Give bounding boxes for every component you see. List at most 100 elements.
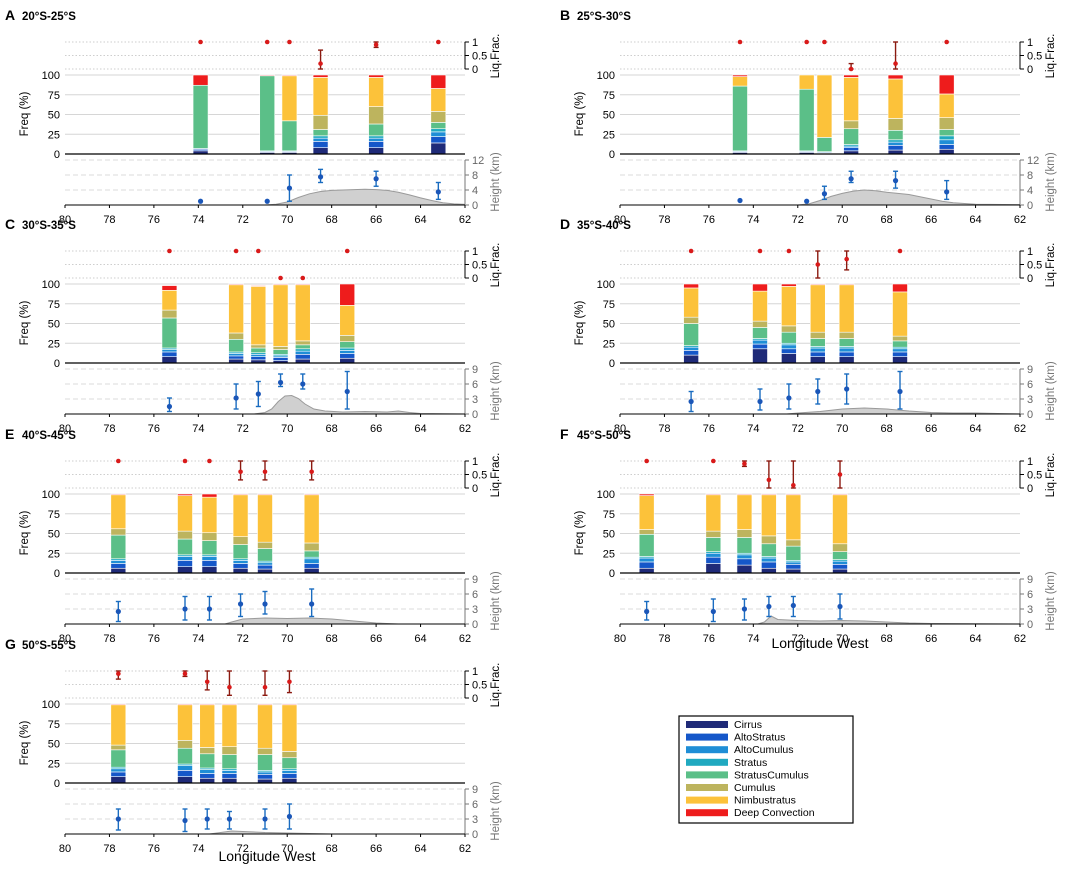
height-point — [226, 816, 233, 822]
height-tick-label: 0 — [472, 409, 478, 421]
liq-point — [182, 671, 188, 676]
liq-point — [116, 458, 121, 464]
bar-segment-altocumulus — [761, 557, 777, 563]
liq-tick-label: 0 — [1027, 483, 1033, 495]
bar-segment-altostratus — [177, 770, 193, 777]
panel-label: A — [5, 7, 15, 23]
bar-segment-deep-convection — [736, 493, 753, 496]
x-tick-label: 64 — [414, 214, 426, 226]
bar-segment-cumulus — [177, 530, 193, 540]
bar-segment-stratuscumulus — [192, 84, 209, 149]
freq-tick-label: 50 — [48, 529, 60, 541]
bar-segment-stratuscumulus — [785, 545, 802, 561]
bar-segment-stratuscumulus — [221, 754, 238, 770]
freq-tick-label: 0 — [609, 568, 615, 580]
freq-tick-label: 100 — [42, 489, 60, 501]
bar-segment-cirrus — [761, 567, 777, 574]
bar-segment-altostratus — [838, 351, 855, 357]
bar-segment-nimbustratus — [809, 284, 826, 333]
x-tick-label: 68 — [881, 423, 893, 435]
bar-segment-altostratus — [781, 348, 797, 354]
bar-segment-deep-convection — [161, 285, 178, 291]
bar-segment-deep-convection — [938, 74, 955, 95]
bar-segment-deep-convection — [303, 493, 320, 496]
bar-segment-altocumulus — [177, 765, 193, 771]
bar-segment-cumulus — [110, 528, 127, 536]
height-tick-label: 6 — [1027, 379, 1033, 391]
bar-segment-altocumulus — [250, 354, 267, 357]
height-tick-label: 9 — [472, 784, 478, 796]
liq-tick-label: 1 — [472, 456, 478, 468]
freq-tick-label: 100 — [42, 699, 60, 711]
x-tick-label: 74 — [747, 633, 759, 645]
freq-tick-label: 75 — [603, 299, 615, 311]
x-tick-label: 78 — [103, 214, 115, 226]
height-point — [844, 386, 850, 392]
terrain-profile — [65, 617, 465, 625]
bar-segment-deep-convection — [257, 493, 273, 496]
liq-point — [264, 39, 270, 45]
bar-segment-altostratus — [339, 353, 356, 359]
freq-tick-label: 50 — [603, 529, 615, 541]
height-tick-label: 9 — [1027, 364, 1033, 376]
bar-segment-deep-convection — [809, 283, 826, 286]
height-point — [309, 601, 315, 607]
x-tick-label: 62 — [459, 843, 471, 855]
freq-tick-label: 0 — [54, 149, 60, 161]
bar-segment-cumulus — [232, 536, 249, 545]
bar-segment-stratuscumulus — [272, 349, 289, 355]
bar-segment-nimbustratus — [177, 495, 193, 532]
bar-segment-altocumulus — [892, 348, 908, 353]
bar-segment-nimbustratus — [312, 77, 329, 116]
freq-tick-label: 100 — [597, 489, 615, 501]
x-tick-label: 78 — [103, 423, 115, 435]
freq-tick-label: 75 — [48, 509, 60, 521]
bar-segment-nimbustratus — [281, 75, 298, 122]
bar-segment-altostratus — [228, 355, 244, 360]
height-point — [262, 601, 268, 607]
bar-segment-cirrus — [368, 147, 384, 155]
liq-point — [944, 39, 949, 45]
freq-tick-label: 75 — [48, 719, 60, 731]
panel-title: 45°S-50°S — [577, 430, 631, 442]
bar-segment-cumulus — [303, 542, 320, 552]
height-point — [317, 174, 324, 180]
bar-segment-deep-convection — [201, 493, 218, 498]
bar-segment-cirrus — [232, 567, 249, 574]
height-point — [182, 606, 188, 612]
legend-swatch-stratuscumulus — [686, 771, 728, 779]
bar-segment-cirrus — [177, 776, 193, 784]
x-tick-label: 68 — [326, 633, 338, 645]
bar-segment-altocumulus — [785, 561, 802, 565]
bar-segment-cumulus — [781, 325, 797, 333]
panel-title: 25°S-30°S — [577, 11, 631, 23]
liq-point — [711, 458, 716, 464]
x-tick-label: 68 — [881, 633, 893, 645]
height-point — [821, 191, 828, 197]
bar-segment-altostratus — [303, 563, 320, 569]
legend-swatch-cumulus — [686, 784, 728, 791]
bar-segment-altostratus — [232, 563, 249, 569]
bar-segment-altocumulus — [638, 557, 655, 563]
freq-axis-label: Freq (%) — [19, 720, 31, 765]
bar-segment-altostratus — [430, 136, 447, 144]
x-tick-label: 76 — [703, 633, 715, 645]
freq-tick-label: 75 — [48, 299, 60, 311]
height-tick-label: 12 — [1027, 155, 1039, 167]
freq-tick-label: 100 — [42, 279, 60, 291]
liq-point — [844, 256, 849, 262]
x-tick-label: 68 — [326, 843, 338, 855]
bar-segment-nimbustratus — [761, 494, 777, 537]
liq-axis-label: Liq.Frac. — [1045, 453, 1057, 498]
terrain-profile — [620, 615, 1021, 625]
bar-segment-stratuscumulus — [781, 331, 797, 344]
liq-point — [287, 679, 292, 685]
height-tick-label: 3 — [1027, 394, 1033, 406]
bar-segment-cumulus — [843, 120, 859, 130]
liq-tick-label: 1 — [1027, 37, 1033, 49]
bar-segment-altocumulus — [221, 770, 238, 774]
liq-point — [287, 39, 292, 45]
freq-tick-label: 25 — [48, 129, 60, 141]
liq-axis-label: Liq.Frac. — [490, 243, 502, 288]
bar-segment-stratuscumulus — [809, 338, 826, 347]
